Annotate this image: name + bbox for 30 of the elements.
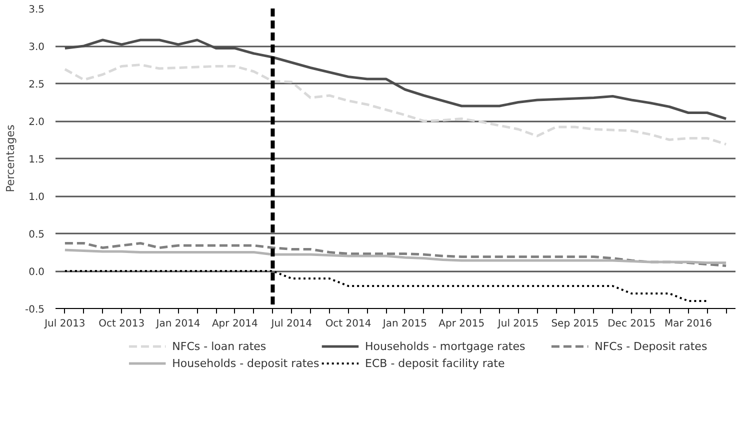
x-tick-label: Oct 2014: [325, 318, 372, 330]
y-tick-label: 0.5: [28, 230, 45, 240]
y-axis-title: Percentages: [4, 124, 17, 192]
line-series: [64, 242, 728, 267]
legend-label: ECB - deposit facility rate: [365, 357, 505, 370]
y-tick-label: 1.5: [28, 154, 45, 166]
y-tick-label: 2.5: [28, 80, 45, 90]
x-tick-label: Jan 2014: [155, 318, 200, 330]
legend-label: Households - mortgage rates: [365, 340, 526, 353]
line-series: [64, 64, 728, 146]
y-tick-label: -0.5: [24, 304, 45, 316]
x-tick-label: Jul 2014: [270, 318, 312, 330]
x-tick-label: Apr 2014: [212, 318, 258, 330]
legend-label: Households - deposit rates: [172, 357, 320, 370]
y-tick-label: 3.0: [28, 42, 45, 53]
x-tick-label: Apr 2015: [438, 318, 485, 330]
x-tick-label: Jul 2015: [496, 318, 539, 330]
x-tick-label: Dec 2015: [608, 318, 656, 330]
y-tick-label: 0.0: [28, 267, 45, 278]
legend-label: NFCs - Deposit rates: [594, 340, 708, 353]
x-tick-label: Oct 2013: [98, 318, 145, 330]
line-series: [64, 248, 728, 264]
legend-label: NFCs - loan rates: [172, 340, 266, 353]
y-tick-label: 2.0: [28, 117, 45, 128]
y-tick-label: 3.5: [28, 4, 45, 16]
x-tick-label: Sep 2015: [551, 318, 599, 330]
x-tick-label: Jan 2015: [382, 318, 427, 330]
x-tick-label: Jul 2013: [44, 318, 86, 330]
y-tick-label: 1.0: [28, 192, 45, 203]
x-tick-label: Mar 2016: [664, 318, 712, 330]
